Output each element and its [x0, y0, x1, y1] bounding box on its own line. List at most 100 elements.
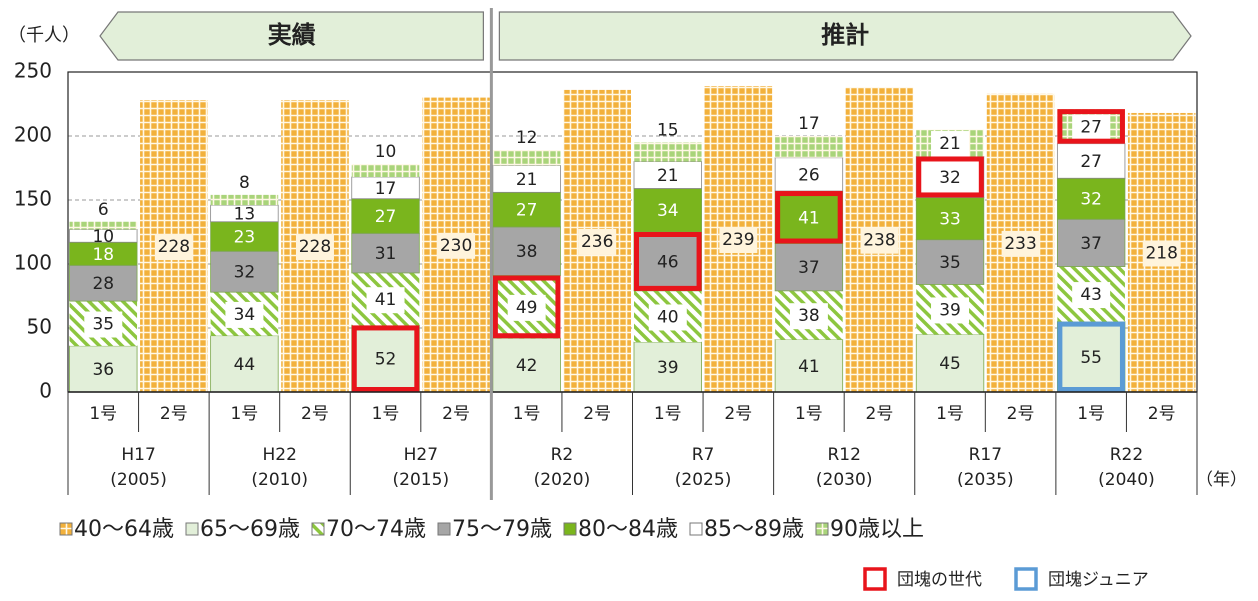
group-year: (2025) — [675, 470, 732, 490]
legend-marker — [437, 522, 451, 536]
x-tick-label: 2号 — [866, 404, 894, 424]
data-label: 36 — [92, 360, 114, 380]
data-label: 32 — [1080, 190, 1102, 210]
legend-label: 70～74歳 — [326, 517, 426, 542]
data-label: 40 — [657, 307, 679, 327]
bar-segment — [351, 164, 420, 177]
data-label: 37 — [1080, 234, 1102, 254]
data-label-bg — [366, 287, 405, 314]
group-label: R7 — [692, 445, 715, 465]
bar-segment — [633, 341, 702, 393]
data-label-bg — [225, 301, 264, 328]
y-axis-label: （千人） — [8, 25, 80, 46]
highlight-box — [351, 325, 420, 393]
data-label: 233 — [1004, 234, 1036, 254]
data-label: 41 — [798, 208, 820, 228]
data-label: 46 — [657, 252, 679, 272]
data-label: 43 — [1080, 285, 1102, 305]
x-tick-label: 2号 — [1148, 404, 1176, 424]
bar-segment — [210, 335, 279, 393]
data-label-bg — [1001, 230, 1040, 257]
data-label: 239 — [722, 230, 754, 250]
bar-segment — [915, 333, 985, 393]
data-label: 35 — [939, 253, 961, 273]
bar-segment — [774, 339, 844, 393]
period-label: 実績 — [268, 21, 316, 49]
data-label: 49 — [516, 298, 538, 318]
data-label: 39 — [657, 358, 679, 378]
bar-segment — [210, 194, 279, 206]
highlight-box — [634, 232, 702, 291]
data-label-bg — [1142, 240, 1181, 267]
group-year: (2020) — [534, 470, 591, 490]
data-label-bg — [931, 131, 970, 158]
data-label: 6 — [98, 200, 109, 220]
period-banner — [99, 11, 484, 61]
data-label: 228 — [158, 237, 190, 257]
legend-label: 80～84歳 — [578, 517, 678, 542]
y-tick-label: 0 — [39, 379, 52, 403]
legend-marker — [59, 522, 73, 536]
group-label: R22 — [1110, 445, 1143, 465]
x-tick-label: 2号 — [1007, 404, 1035, 424]
x-tick-label: 1号 — [513, 404, 541, 424]
data-label: 12 — [516, 128, 538, 148]
data-label: 17 — [375, 179, 397, 199]
highlight-box — [492, 275, 561, 339]
data-label: 8 — [239, 173, 250, 193]
data-label: 28 — [92, 274, 114, 294]
group-label: H22 — [262, 445, 296, 465]
y-tick-label: 150 — [14, 187, 52, 211]
data-label-bg — [295, 234, 334, 261]
group-year: (2040) — [1098, 470, 1155, 490]
x-tick-label: 1号 — [654, 404, 682, 424]
data-label: 27 — [516, 201, 538, 221]
legend-marker — [689, 522, 703, 536]
highlight-box — [1057, 321, 1125, 393]
bar-segment — [351, 232, 420, 274]
highlight-box — [916, 156, 984, 198]
data-label-bg — [437, 232, 476, 259]
y-tick-label: 50 — [27, 315, 52, 339]
group-label: R2 — [551, 445, 574, 465]
data-label: 218 — [1145, 243, 1177, 263]
data-label: 55 — [1080, 348, 1102, 368]
data-label: 13 — [234, 204, 256, 224]
data-label-bg — [507, 294, 546, 321]
legend-marker — [863, 567, 887, 591]
bar-segment — [492, 337, 561, 393]
legend-label: 85～89歳 — [704, 517, 804, 542]
x-axis-label: （年） — [1196, 470, 1247, 490]
legend-label: 65～69歳 — [200, 517, 300, 542]
data-label: 38 — [798, 306, 820, 326]
data-label: 34 — [657, 201, 679, 221]
group-label: H17 — [121, 445, 155, 465]
bar-segment — [634, 142, 702, 162]
x-tick-label: 1号 — [89, 404, 117, 424]
data-label: 15 — [657, 120, 679, 140]
bar-segment — [492, 165, 561, 193]
data-label: 27 — [1080, 152, 1102, 172]
bar-segment — [351, 325, 420, 393]
data-label: 37 — [798, 258, 820, 278]
data-label-bg — [931, 297, 970, 324]
legend-marker — [563, 522, 577, 536]
data-label: 21 — [516, 170, 538, 190]
period-label: 推計 — [821, 21, 869, 49]
bar-segment — [492, 150, 561, 166]
bar-segment — [492, 226, 561, 276]
period-banner — [498, 11, 1192, 61]
data-label-bg — [578, 228, 617, 255]
data-label: 44 — [234, 355, 256, 375]
x-tick-label: 2号 — [724, 404, 752, 424]
data-label: 230 — [440, 236, 472, 256]
data-label: 10 — [92, 227, 114, 247]
x-tick-label: 2号 — [583, 404, 611, 424]
data-label-bg — [719, 227, 758, 254]
highlight-box — [1057, 109, 1125, 144]
data-label: 42 — [516, 356, 538, 376]
data-label: 34 — [234, 305, 256, 325]
data-label-bg — [789, 303, 828, 330]
data-label-bg — [860, 227, 899, 254]
